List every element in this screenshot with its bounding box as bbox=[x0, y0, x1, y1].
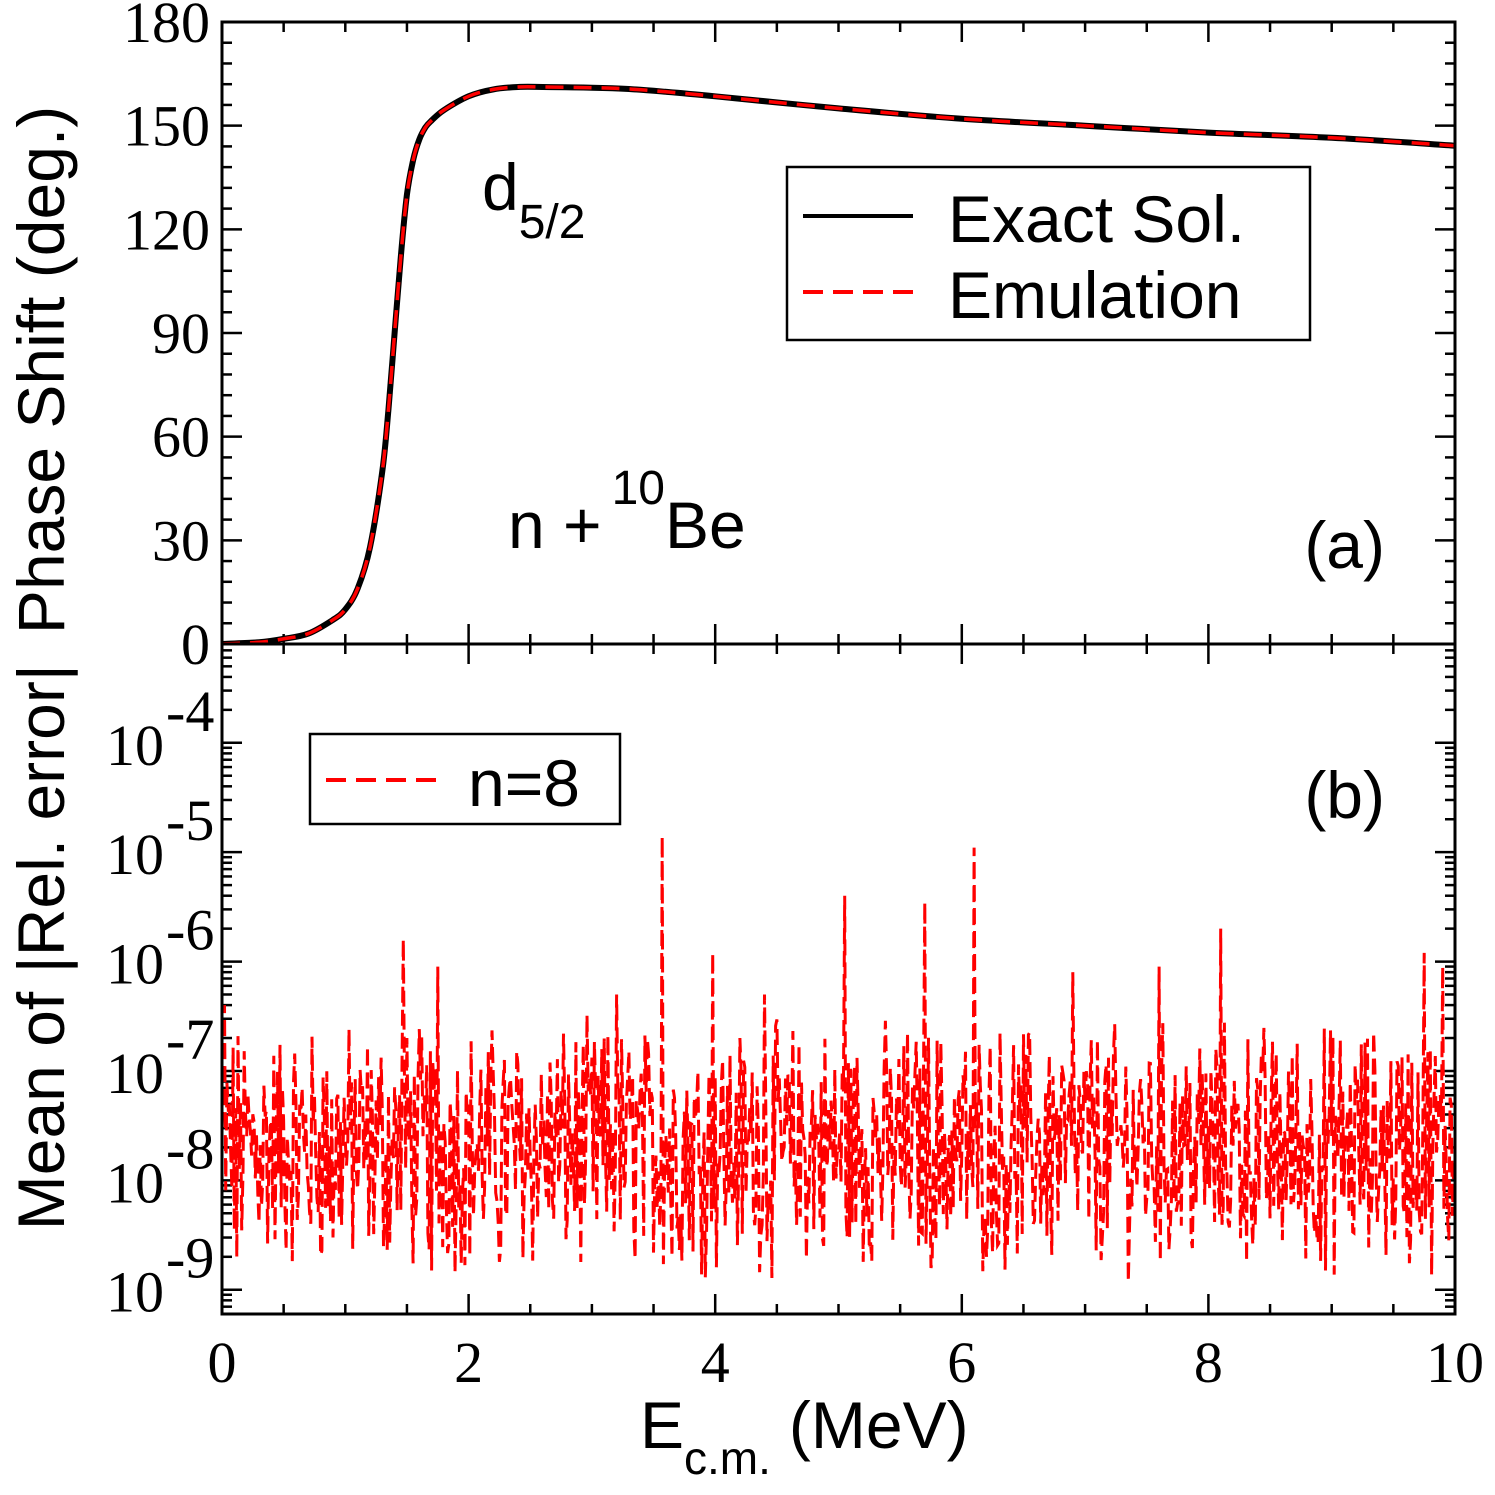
panel-a-tick-labels: 0 30 60 90 120 150 180 bbox=[123, 0, 210, 677]
series-n8 bbox=[222, 836, 1455, 1283]
panel-a-ytick-label: 90 bbox=[152, 301, 210, 366]
x-axis-label: Ec.m. (MeV) bbox=[640, 1388, 969, 1484]
panel-a: 0 30 60 90 120 150 180 d5/2 n +10Be (a) Exact … bbox=[123, 0, 1457, 677]
xtick-label: 10 bbox=[1426, 1330, 1484, 1395]
xtick-label: 8 bbox=[1194, 1330, 1223, 1395]
panel-b-ytick-exponent: -4 bbox=[166, 679, 214, 744]
panel-b-ytick-exponent: -9 bbox=[166, 1226, 214, 1291]
panel-b-frame bbox=[220, 642, 1457, 1316]
legend-label-n8: n=8 bbox=[468, 746, 580, 820]
panel-b-ytick-exponent: -5 bbox=[166, 788, 214, 853]
series-emulation bbox=[222, 85, 1455, 644]
panel-a-ytick-label: 30 bbox=[152, 508, 210, 573]
state-label-sub: 5/2 bbox=[519, 196, 586, 249]
panel-b-ytick-exponent: -7 bbox=[166, 1007, 214, 1072]
x-axis-label-main: E bbox=[640, 1388, 684, 1462]
panel-a-ytick-label: 120 bbox=[123, 197, 210, 262]
panel-a-ytick-label: 150 bbox=[123, 94, 210, 159]
panel-b-ytick-exponent: -6 bbox=[166, 898, 214, 963]
reaction-prefix: n + bbox=[508, 488, 602, 562]
reaction-sup: 10 bbox=[612, 462, 665, 515]
panel-a-legend: Exact Sol. Emulation bbox=[785, 165, 1312, 342]
legend-label-exact: Exact Sol. bbox=[948, 182, 1245, 256]
panel-b-legend: n=8 bbox=[308, 732, 622, 826]
panel-b-ytick-exponent: -8 bbox=[166, 1116, 214, 1181]
reaction-label: n +10Be bbox=[508, 462, 746, 562]
panel-b-label: (b) bbox=[1304, 758, 1385, 832]
panel-a-ytick-label: 180 bbox=[123, 0, 210, 55]
legend-box bbox=[785, 165, 1312, 342]
panel-b-ytick-label: 10 bbox=[106, 1260, 164, 1325]
panel-b-ytick-label: 10 bbox=[106, 1150, 164, 1215]
y-axis-label-error: Mean of |Rel. error| bbox=[4, 664, 78, 1230]
panel-a-label: (a) bbox=[1304, 508, 1385, 582]
panel-a-ytick-label: 60 bbox=[152, 405, 210, 470]
xtick-label: 4 bbox=[701, 1330, 730, 1395]
x-axis-label-sub: c.m. bbox=[684, 1432, 771, 1484]
xtick-label: 0 bbox=[208, 1330, 237, 1395]
panel-b-ytick-label: 10 bbox=[106, 932, 164, 997]
panel-b-ytick-label: 10 bbox=[106, 1041, 164, 1106]
state-label-main: d bbox=[482, 150, 519, 224]
x-axis-label-unit: (MeV) bbox=[789, 1388, 969, 1462]
panel-b-ytick-label: 10 bbox=[106, 713, 164, 778]
state-label: d5/2 bbox=[482, 150, 585, 249]
panel-a-ytick-label: 0 bbox=[181, 612, 210, 677]
legend-label-emulation: Emulation bbox=[948, 258, 1242, 332]
reaction-element: Be bbox=[665, 488, 746, 562]
xtick-label: 2 bbox=[454, 1330, 483, 1395]
xtick-label: 6 bbox=[947, 1330, 976, 1395]
y-axis-label: Mean of |Rel. error| Phase Shift (deg.) bbox=[4, 106, 78, 1230]
y-axis-label-phase: Phase Shift (deg.) bbox=[4, 106, 78, 634]
panel-b-ytick-label: 10 bbox=[106, 822, 164, 887]
